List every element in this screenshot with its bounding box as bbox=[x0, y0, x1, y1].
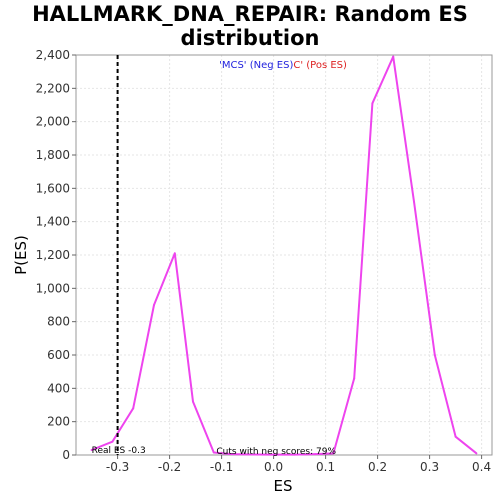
data-point bbox=[153, 304, 155, 306]
legend-entry: C' (Pos ES) bbox=[293, 60, 347, 71]
grid-layer bbox=[76, 54, 492, 456]
annotation-layer: Real ES -0.3 Cuts with neg scores: 79% 'MC… bbox=[92, 55, 347, 457]
data-point bbox=[475, 452, 478, 455]
data-point bbox=[251, 453, 254, 456]
series-line bbox=[91, 55, 478, 456]
data-point bbox=[454, 435, 457, 438]
neg-cuts-annotation: Cuts with neg scores: 79% bbox=[216, 447, 336, 457]
x-axis-label: ES bbox=[274, 477, 293, 495]
y-tick-label: 400 bbox=[47, 381, 70, 395]
y-tick-label: 600 bbox=[47, 348, 70, 362]
data-point bbox=[332, 452, 335, 455]
data-point bbox=[413, 200, 415, 203]
x-tick-label: 0.4 bbox=[472, 460, 491, 474]
y-tick-label: 2,200 bbox=[36, 81, 70, 95]
data-point bbox=[433, 354, 436, 356]
series-layer bbox=[90, 55, 478, 456]
x-tick-label: -0.2 bbox=[158, 460, 181, 474]
y-tick-label: 1,800 bbox=[36, 148, 70, 162]
y-axis-label: P(ES) bbox=[12, 235, 30, 275]
real-es-label: Real ES -0.3 bbox=[92, 446, 146, 456]
data-point bbox=[212, 451, 215, 454]
data-point bbox=[314, 453, 317, 456]
data-point bbox=[192, 400, 194, 403]
x-tick-label: -0.1 bbox=[210, 460, 233, 474]
y-tick-label: 1,200 bbox=[36, 248, 70, 262]
y-tick-label: 1,400 bbox=[36, 215, 70, 229]
chart-title: HALLMARK_DNA_REPAIR: Random ES distribut… bbox=[32, 2, 468, 50]
x-tick-label: -0.3 bbox=[106, 460, 129, 474]
x-tick-label: 0.0 bbox=[264, 460, 283, 474]
legend: 'MCS' (Neg ES)C' (Pos ES) bbox=[219, 60, 347, 71]
data-point bbox=[132, 407, 135, 410]
legend-entry: 'MCS' (Neg ES) bbox=[219, 60, 293, 71]
y-tick-label: 200 bbox=[47, 415, 70, 429]
data-point bbox=[272, 453, 275, 456]
y-tick-label: 1,600 bbox=[36, 181, 70, 195]
y-tick-label: 2,400 bbox=[36, 48, 70, 62]
y-tick-label: 0 bbox=[62, 448, 70, 462]
y-tick-label: 1,000 bbox=[36, 281, 70, 295]
data-point bbox=[293, 453, 296, 456]
data-point bbox=[90, 449, 93, 451]
data-point bbox=[392, 55, 395, 58]
x-tick-label: 0.1 bbox=[316, 460, 335, 474]
x-tick-label: 0.3 bbox=[420, 460, 439, 474]
y-axis-ticks: 0 200 400 600 800 1,000 1,200 1,400 1,600 1,800 2,… bbox=[36, 48, 76, 462]
data-point bbox=[353, 377, 356, 380]
data-point bbox=[173, 252, 176, 255]
data-point bbox=[111, 440, 114, 443]
x-tick-label: 0.2 bbox=[368, 460, 387, 474]
y-tick-label: 2,000 bbox=[36, 115, 70, 129]
data-point bbox=[231, 453, 233, 456]
y-tick-label: 800 bbox=[47, 315, 70, 329]
data-point bbox=[371, 102, 374, 105]
x-axis-ticks: -0.3 -0.2 -0.1 0.0 0.1 0.2 0.3 0.4 bbox=[106, 455, 491, 474]
